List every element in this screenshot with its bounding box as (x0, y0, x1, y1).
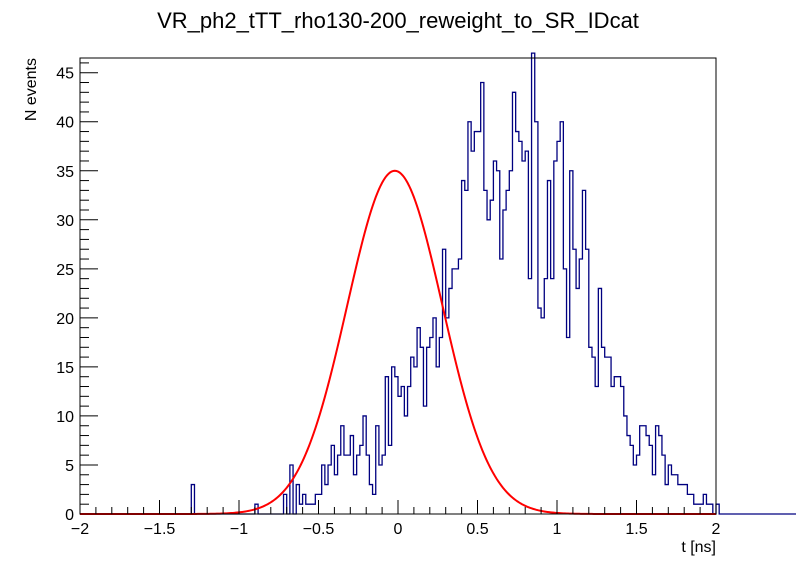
x-tick-label: −1 (230, 521, 248, 538)
y-tick-label: 20 (56, 311, 74, 328)
x-tick-label: −2 (71, 521, 89, 538)
y-tick-label: 40 (56, 115, 74, 132)
x-tick-label: 1 (553, 521, 562, 538)
y-tick-label: 5 (65, 458, 74, 475)
y-tick-label: 10 (56, 409, 74, 426)
y-tick-label: 30 (56, 213, 74, 230)
x-tick-label: −1.5 (144, 521, 176, 538)
y-axis-label: N events (23, 58, 40, 121)
y-tick-label: 15 (56, 360, 74, 377)
y-tick-label: 25 (56, 262, 74, 279)
x-tick-label: 1.5 (625, 521, 647, 538)
y-tick-label: 0 (65, 507, 74, 524)
x-tick-label: 0.5 (466, 521, 488, 538)
x-tick-label: −0.5 (303, 521, 335, 538)
y-tick-label: 45 (56, 66, 74, 83)
x-tick-label: 0 (394, 521, 403, 538)
chart-title: VR_ph2_tTT_rho130-200_reweight_to_SR_IDc… (157, 8, 639, 33)
x-tick-label: 2 (712, 521, 721, 538)
y-tick-label: 35 (56, 164, 74, 181)
x-axis-label: t [ns] (681, 539, 716, 556)
